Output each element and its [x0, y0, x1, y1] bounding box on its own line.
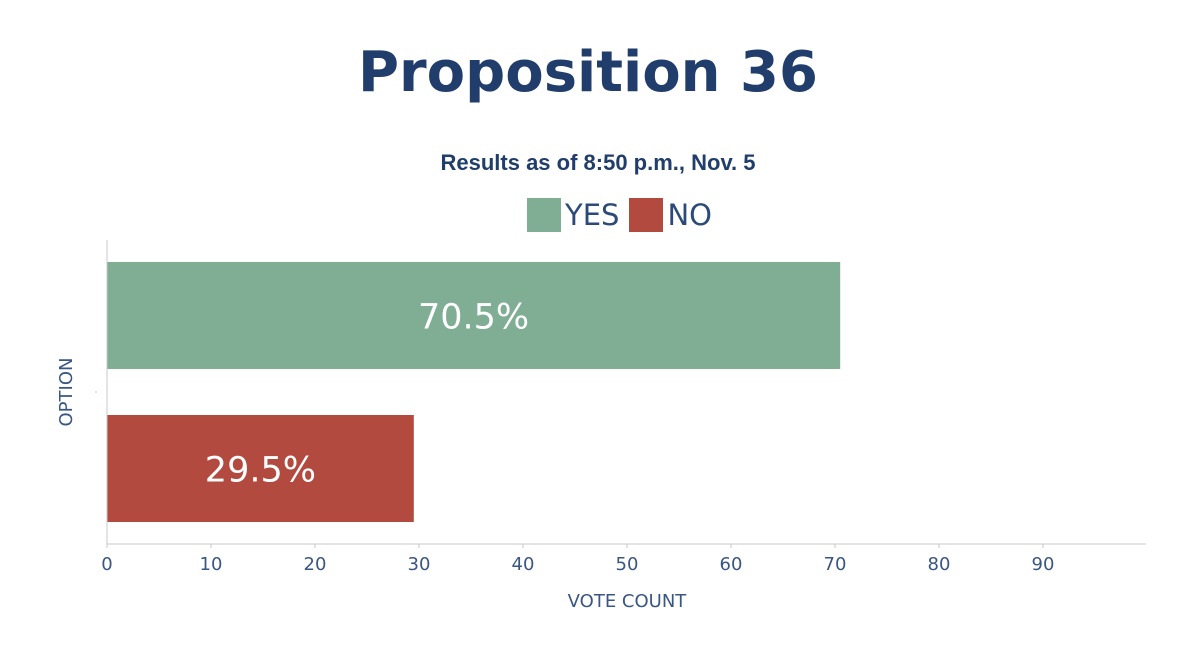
y-axis-title: OPTION: [56, 358, 77, 427]
x-tick-label-20: 20: [304, 554, 327, 575]
x-axis-title: VOTE COUNT: [568, 591, 688, 612]
chart-subtitle: Results as of 8:50 p.m., Nov. 5: [440, 150, 756, 175]
x-tick-label-70: 70: [824, 554, 847, 575]
bar-label-yes: 70.5%: [418, 298, 529, 338]
x-tick-label-50: 50: [616, 554, 639, 575]
legend-label-no: NO: [667, 198, 712, 232]
chart-legend: YES NO: [527, 198, 722, 232]
bar-yes: [107, 262, 841, 369]
legend-label-yes: YES: [565, 198, 620, 232]
bar-no: [107, 415, 414, 522]
legend-swatch-yes: [527, 198, 561, 232]
chart-title: Proposition 36: [358, 40, 818, 105]
x-tick-label-40: 40: [512, 554, 535, 575]
x-tick-label-60: 60: [720, 554, 743, 575]
bar-label-no: 29.5%: [205, 451, 316, 491]
x-tick-label-10: 10: [200, 554, 223, 575]
legend-swatch-no: [629, 198, 664, 232]
x-tick-label-90: 90: [1032, 554, 1055, 575]
x-tick-label-0: 0: [101, 554, 112, 575]
legend-item-no: NO: [629, 198, 712, 232]
legend-item-yes: YES: [527, 198, 619, 232]
x-tick-label-80: 80: [928, 554, 951, 575]
x-tick-label-30: 30: [408, 554, 431, 575]
